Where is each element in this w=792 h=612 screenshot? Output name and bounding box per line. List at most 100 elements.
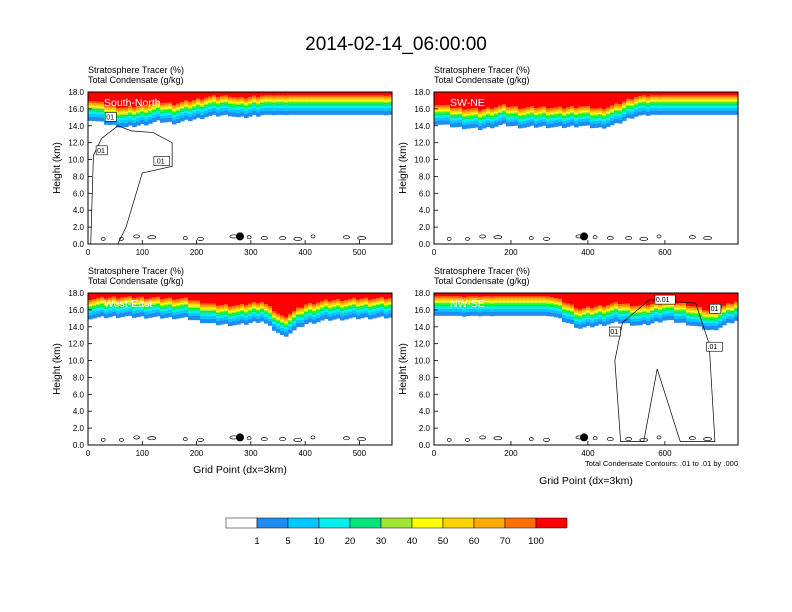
tracer-cell [288, 107, 293, 111]
tracer-cell [128, 106, 133, 109]
tracer-cell [442, 293, 447, 297]
tracer-cell [340, 301, 345, 303]
tracer-cell [526, 302, 531, 304]
tracer-cell [372, 97, 377, 99]
tracer-cell [140, 117, 145, 120]
tracer-cell [216, 321, 221, 326]
tracer-cell [658, 309, 663, 311]
tracer-cell [96, 302, 101, 304]
tracer-cell [280, 100, 285, 102]
tracer-cell [220, 92, 225, 96]
tracer-cell [494, 293, 499, 297]
tracer-cell [144, 109, 149, 111]
tracer-cell [88, 307, 93, 309]
tracer-cell [320, 309, 325, 312]
tracer-cell [734, 97, 738, 99]
tracer-cell [602, 309, 607, 312]
tracer-cell [506, 301, 511, 303]
tracer-cell [454, 92, 459, 108]
tracer-cell [714, 320, 719, 324]
tracer-cell [240, 105, 245, 108]
tracer-cell [232, 314, 237, 317]
tracer-cell [360, 98, 365, 101]
tracer-cell [438, 92, 443, 106]
tracer-cell [434, 107, 439, 109]
tracer-cell [610, 303, 615, 306]
tracer-cell [686, 313, 691, 315]
tracer-cell [510, 111, 515, 113]
tracer-cell [626, 109, 631, 112]
tracer-cell [252, 99, 257, 101]
tracer-cell [264, 316, 269, 320]
tracer-cell [384, 101, 389, 103]
tracer-cell [438, 293, 443, 297]
tracer-cell [598, 109, 603, 112]
tracer-cell [702, 312, 707, 314]
tracer-cell [360, 105, 365, 108]
tracer-cell [280, 110, 285, 115]
tracer-cell [240, 112, 245, 117]
tracer-cell [658, 110, 663, 115]
tracer-cell [332, 101, 337, 103]
tracer-cell [236, 106, 241, 108]
tracer-cell [196, 92, 201, 99]
tracer-cell [364, 310, 369, 314]
tracer-cell [474, 115, 479, 117]
tracer-cell [442, 308, 447, 312]
tracer-cell [634, 314, 639, 317]
tracer-cell [486, 301, 491, 303]
tracer-cell [638, 99, 643, 101]
tracer-cell [228, 98, 233, 101]
tracer-cell [442, 112, 447, 114]
tracer-cell [482, 109, 487, 111]
tracer-cell [674, 102, 679, 104]
tracer-cell [212, 98, 217, 101]
tracer-cell [654, 306, 659, 308]
tracer-cell [466, 124, 471, 129]
tracer-cell [384, 306, 389, 308]
tracer-cell [706, 320, 711, 324]
tracer-cell [144, 114, 149, 117]
tracer-cell [566, 109, 571, 111]
tracer-cell [682, 293, 687, 304]
legend-swatch [535, 517, 568, 529]
tracer-cell [172, 113, 177, 116]
tracer-cell [654, 92, 659, 96]
y-axis-label: Height (km) [52, 343, 63, 395]
tracer-cell [642, 92, 647, 96]
tracer-cell [172, 315, 177, 320]
tracer-cell [276, 110, 281, 115]
tracer-cell [682, 92, 687, 96]
y-tick-label: 14.0 [414, 122, 430, 131]
tracer-cell [232, 307, 237, 310]
heatmap-field [88, 293, 392, 442]
tracer-cell [682, 311, 687, 314]
tracer-cell [160, 118, 165, 123]
tracer-cell [502, 114, 507, 117]
tracer-cell [470, 108, 475, 111]
tracer-cell [518, 113, 523, 115]
tracer-cell [188, 309, 193, 311]
tracer-cell [734, 311, 738, 314]
tracer-cell [438, 108, 443, 111]
tracer-cell [526, 306, 531, 309]
tracer-cell [590, 112, 595, 114]
tracer-cell [514, 308, 519, 312]
tracer-cell [622, 311, 627, 313]
tracer-cell [212, 102, 217, 104]
tracer-cell [172, 310, 177, 313]
tracer-cell [336, 98, 341, 101]
tracer-cell [284, 319, 289, 321]
tracer-cell [618, 107, 623, 109]
tracer-cell [312, 107, 317, 111]
x-axis-label: Grid Point (dx=3km) [539, 475, 633, 487]
tracer-cell [180, 300, 185, 302]
tracer-cell [208, 307, 213, 309]
tracer-cell [160, 109, 165, 111]
tracer-cell [192, 104, 197, 107]
tracer-cell [220, 111, 225, 116]
condensate-contour [133, 234, 140, 239]
tracer-cell [650, 97, 655, 99]
tracer-cell [562, 108, 567, 111]
